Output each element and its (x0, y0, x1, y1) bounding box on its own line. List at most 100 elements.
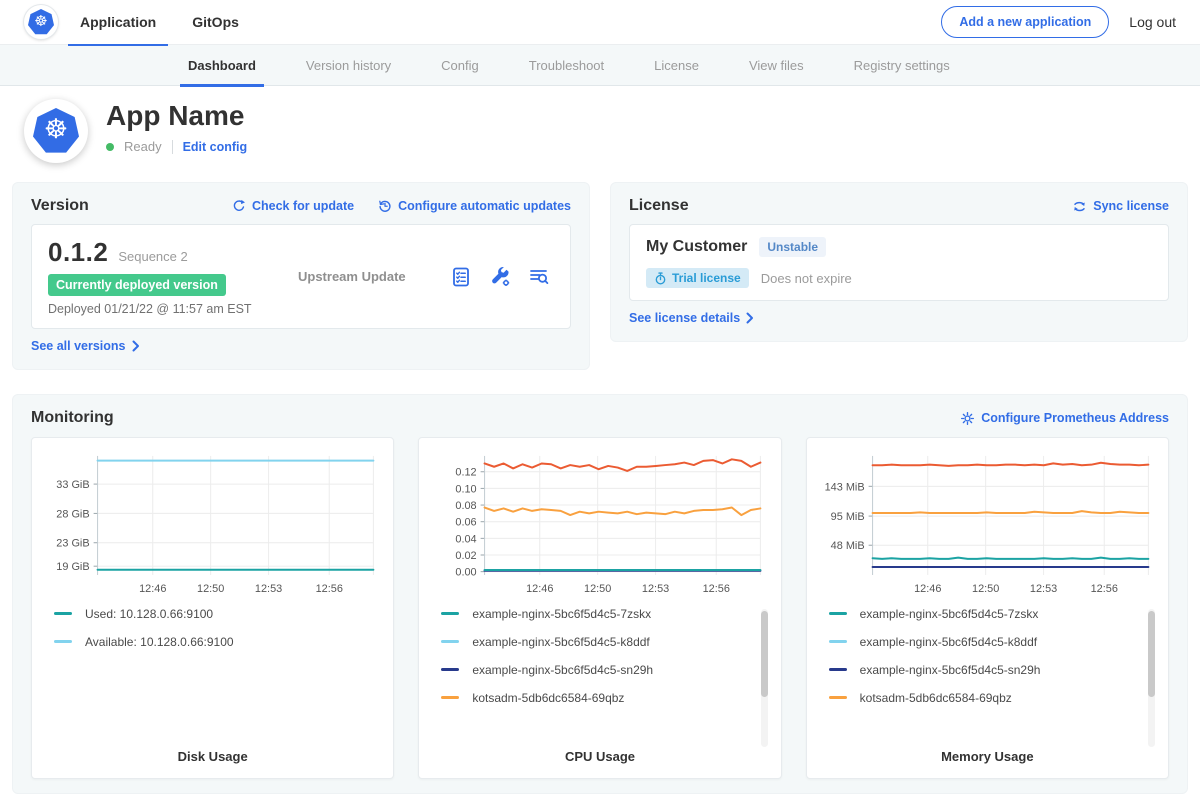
stopwatch-icon (655, 271, 666, 284)
license-panel: License Sync license My Customer Unstabl… (610, 182, 1188, 342)
legend-item: kotsadm-5db6dc6584-69qbz (441, 691, 768, 705)
svg-text:0.06: 0.06 (456, 517, 477, 529)
view-logs-icon[interactable] (528, 266, 550, 288)
legend-label: Used: 10.128.0.66:9100 (85, 606, 214, 621)
svg-text:12:50: 12:50 (584, 583, 611, 595)
svg-text:19 GiB: 19 GiB (56, 561, 89, 573)
monitoring-panel: Monitoring Configure Prometheus Address … (12, 394, 1188, 794)
configure-automatic-updates-link[interactable]: Configure automatic updates (378, 199, 571, 213)
nav-tab-application[interactable]: Application (67, 0, 169, 46)
license-type-row: Trial license Does not expire (646, 268, 1152, 288)
disk-usage-plot: 12:46 12:50 12:53 12:56 33 GiB 28 GiB 23 GiB 19… (44, 448, 381, 599)
svg-text:12:56: 12:56 (1090, 583, 1117, 595)
refresh-icon (233, 199, 245, 211)
nav-tab-gitops[interactable]: GitOps (192, 14, 239, 30)
check-for-update-link[interactable]: Check for update (232, 199, 354, 213)
upstream-update-label: Upstream Update (298, 269, 406, 284)
release-notes-icon[interactable] (450, 266, 472, 288)
svg-text:143 MiB: 143 MiB (824, 481, 864, 493)
edit-config-link[interactable]: Edit config (182, 139, 248, 154)
version-number: 0.1.2 (48, 237, 109, 267)
svg-text:12:46: 12:46 (914, 583, 941, 595)
config-wrench-icon[interactable] (489, 266, 511, 288)
legend-label: example-nginx-5bc6f5d4c5-7zskx (472, 606, 652, 621)
memory-usage-legend: example-nginx-5bc6f5d4c5-7zskx example-ng… (819, 607, 1156, 749)
divider (171, 139, 173, 154)
legend-label: example-nginx-5bc6f5d4c5-k8ddf (472, 634, 650, 649)
legend-item: Available: 10.128.0.66:9100 (54, 635, 381, 649)
trial-license-label: Trial license (672, 271, 741, 285)
svg-text:12:50: 12:50 (972, 583, 999, 595)
svg-text:12:56: 12:56 (316, 583, 343, 595)
sync-license-label: Sync license (1093, 199, 1169, 213)
svg-text:0.08: 0.08 (456, 500, 477, 512)
sequence-label: Sequence 2 (118, 249, 188, 264)
version-panel-header: Version Check for update Configure autom… (31, 197, 571, 215)
configure-prometheus-link[interactable]: Configure Prometheus Address (960, 411, 1169, 426)
see-all-versions-label: See all versions (31, 339, 126, 353)
chart-title: Disk Usage (177, 749, 248, 764)
legend-swatch (828, 668, 847, 672)
svg-text:23 GiB: 23 GiB (56, 538, 89, 550)
license-panel-links: Sync license (1072, 199, 1169, 214)
tab-config[interactable]: Config (441, 57, 479, 73)
scrollbar-thumb[interactable] (1147, 610, 1155, 697)
license-name-row: My Customer Unstable (646, 237, 1152, 257)
current-version-card: 0.1.2 Sequence 2 Currently deployed vers… (31, 224, 571, 329)
legend-label: Available: 10.128.0.66:9100 (85, 634, 234, 649)
tab-dashboard[interactable]: Dashboard (180, 45, 264, 87)
legend-scrollbar[interactable] (1147, 608, 1155, 747)
chart-svg: 12:46 12:50 12:53 12:56 143 MiB 95 MiB 48 MiB (824, 455, 1150, 595)
svg-text:12:46: 12:46 (139, 583, 166, 595)
top-nav: ☸ Application GitOps Add a new applicati… (0, 0, 1200, 46)
legend-item: example-nginx-5bc6f5d4c5-k8ddf (441, 635, 768, 649)
legend-swatch (828, 612, 847, 616)
sync-icon (1074, 201, 1085, 211)
tab-troubleshoot[interactable]: Troubleshoot (528, 57, 605, 73)
gear-icon (961, 411, 975, 425)
app-sub-nav: Dashboard Version history Config Trouble… (0, 45, 1200, 87)
svg-text:95 MiB: 95 MiB (830, 511, 864, 523)
legend-swatch (828, 640, 847, 644)
license-panel-title: License (629, 197, 689, 214)
trial-license-badge: Trial license (646, 268, 749, 288)
logout-button[interactable]: Log out (1129, 14, 1176, 30)
version-panel-title: Version (31, 197, 89, 214)
see-all-versions-link[interactable]: See all versions (31, 339, 140, 353)
version-number-row: 0.1.2 Sequence 2 (48, 237, 298, 268)
see-license-details-link[interactable]: See license details (629, 311, 754, 325)
check-for-update-label: Check for update (251, 199, 355, 213)
disk-usage-chart-card: 12:46 12:50 12:53 12:56 33 GiB 28 GiB 23 GiB 19… (31, 437, 395, 779)
kubernetes-wheel-icon: ☸ (33, 108, 79, 153)
deployed-timestamp: Deployed 01/21/22 @ 11:57 am EST (48, 302, 252, 316)
customer-name: My Customer (646, 238, 748, 255)
sync-license-link[interactable]: Sync license (1072, 199, 1169, 214)
chart-title: Memory Usage (941, 749, 1034, 764)
chart-title: CPU Usage (564, 749, 636, 764)
monitoring-header: Monitoring Configure Prometheus Address (31, 409, 1169, 427)
svg-text:33 GiB: 33 GiB (56, 479, 89, 491)
legend-swatch (441, 640, 460, 644)
chevron-right-icon (746, 312, 754, 324)
tab-view-files[interactable]: View files (748, 57, 804, 73)
scrollbar-thumb[interactable] (760, 610, 768, 697)
legend-item: Used: 10.128.0.66:9100 (54, 607, 381, 621)
tab-version-history[interactable]: Version history (305, 57, 392, 73)
charts-row: 12:46 12:50 12:53 12:56 33 GiB 28 GiB 23 GiB 19… (31, 437, 1169, 779)
memory-usage-chart-card: 12:46 12:50 12:53 12:56 143 MiB 95 MiB 48 MiB … (805, 437, 1169, 779)
legend-scrollbar[interactable] (760, 608, 768, 747)
expiration-text: Does not expire (760, 270, 852, 286)
tab-registry-settings[interactable]: Registry settings (853, 57, 950, 73)
tab-license[interactable]: License (654, 57, 699, 73)
schedule-update-icon (379, 200, 391, 212)
legend-label: example-nginx-5bc6f5d4c5-k8ddf (859, 634, 1038, 649)
license-details-card: My Customer Unstable Trial license Does … (629, 224, 1169, 301)
add-application-button[interactable]: Add a new application (941, 6, 1110, 38)
app-header-text: App Name Ready Edit config (106, 99, 247, 154)
deployed-status-badge: Currently deployed version (48, 274, 226, 296)
version-info: 0.1.2 Sequence 2 Currently deployed vers… (48, 237, 298, 316)
app-status-row: Ready Edit config (106, 139, 247, 154)
legend-item: example-nginx-5bc6f5d4c5-7zskx (828, 606, 1156, 621)
channel-badge: Unstable (759, 237, 827, 257)
legend-label: example-nginx-5bc6f5d4c5-7zskx (859, 606, 1039, 621)
